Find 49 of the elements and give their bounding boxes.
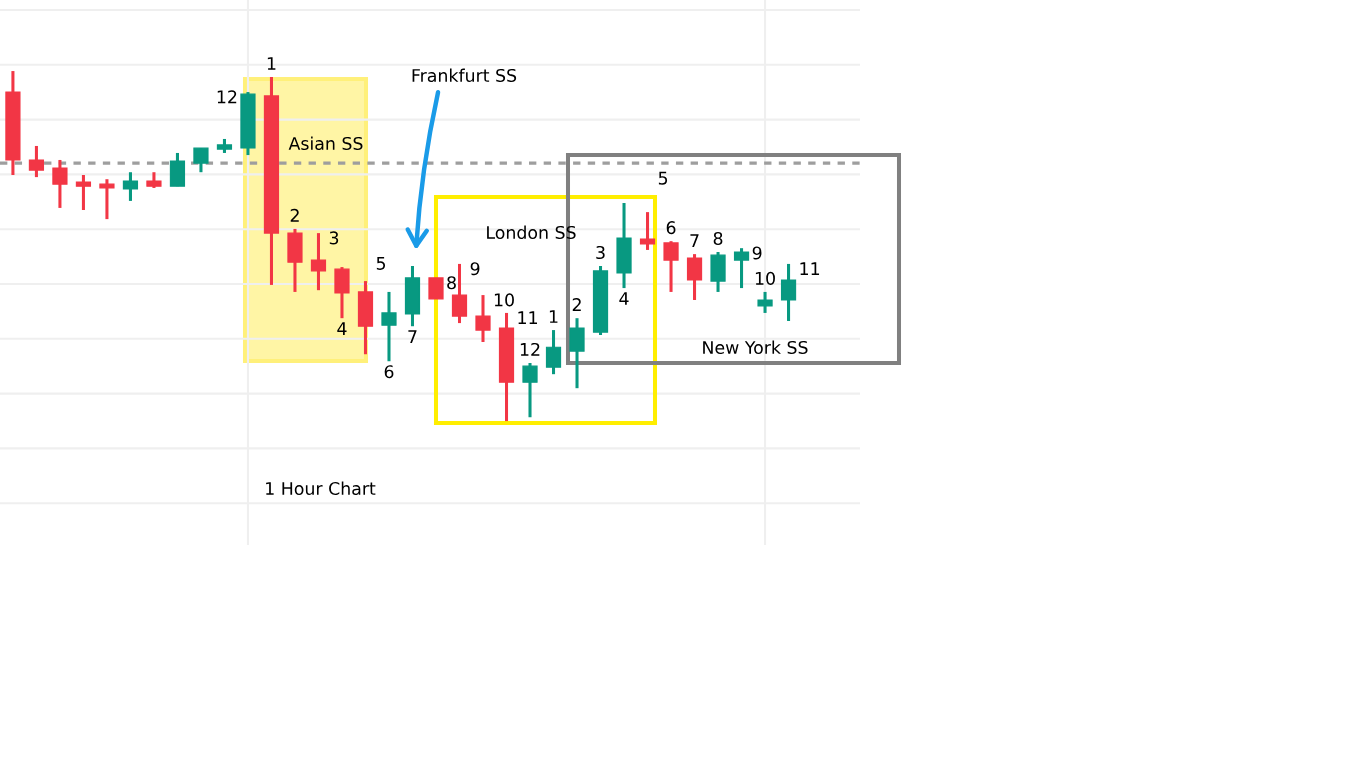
annotation: 2: [572, 298, 581, 311]
annotation: 10: [494, 293, 514, 307]
annotation: 5: [376, 257, 386, 270]
candlestick: [686, 254, 703, 300]
annotation: 2: [290, 208, 299, 222]
annotation: 7: [690, 234, 699, 247]
candlestick: [99, 179, 115, 221]
candlestick: [28, 144, 45, 179]
annotation: 6: [666, 221, 676, 235]
candlestick: [545, 330, 562, 376]
candlestick: [522, 362, 538, 418]
annotation: 3: [329, 231, 339, 245]
candlestick: [193, 147, 209, 174]
candlestick: [381, 290, 397, 363]
annotation: New York SS: [703, 340, 808, 355]
annotation: Frankfurt SS: [412, 68, 517, 83]
candlestick: [75, 175, 92, 211]
candlestick: [569, 318, 585, 390]
candlestick: [733, 248, 750, 290]
candlestick: [334, 267, 350, 320]
annotation: 3: [596, 245, 605, 260]
annotation: London SS: [487, 225, 576, 240]
annotation: 12: [520, 342, 540, 356]
annotation: 9: [752, 246, 762, 260]
annotation: 10: [755, 271, 775, 285]
annotation: 4: [337, 322, 347, 335]
annotation: 7: [408, 330, 417, 344]
annotation: 4: [619, 292, 629, 305]
candlestick: [780, 262, 797, 321]
candlestick: [639, 212, 656, 250]
annotation: 11: [518, 311, 537, 325]
annotation: 8: [447, 276, 456, 290]
candlestick: [475, 295, 491, 342]
annotation: 6: [384, 365, 394, 379]
annotation: 9: [470, 262, 480, 276]
text: 11: [800, 262, 820, 276]
candlestick: [428, 277, 444, 300]
text: 1 Hour Chart: [266, 481, 376, 496]
annotation: 8: [713, 231, 723, 246]
annotation: 12: [217, 90, 237, 104]
candlestick: [663, 241, 679, 292]
candlestick: [757, 290, 773, 313]
annotation: Asian SS: [288, 136, 363, 151]
candlestick: [52, 158, 68, 208]
candlestick: [310, 233, 327, 292]
text: 1: [267, 57, 276, 70]
annotation: 5: [658, 171, 668, 185]
annotation: 1: [549, 310, 558, 323]
candlestick: [122, 172, 139, 201]
